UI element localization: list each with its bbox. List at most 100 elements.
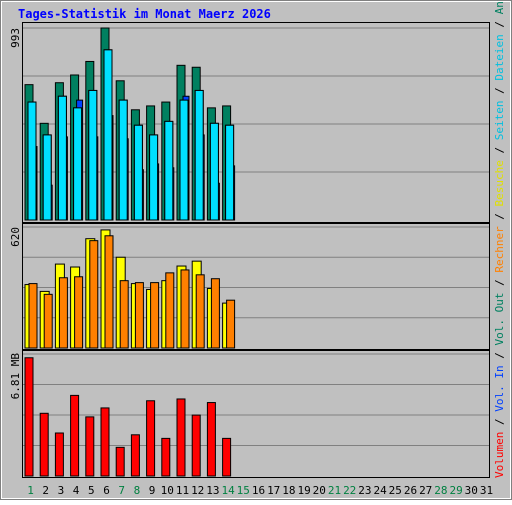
legend-text: Volumen / Vol. In / Vol. Out / Rechner /… [493,0,506,478]
x-tick-label: 4 [73,484,80,497]
x-tick-label: 7 [118,484,125,497]
x-tick-label: 24 [373,484,387,497]
panel-visits-frame [22,223,490,350]
bar-volumen [146,400,156,477]
bar-rechner [28,283,38,349]
bar-dateien-front [209,122,219,221]
bar-rechner [180,269,190,349]
x-tick-label: 8 [134,484,141,497]
legend-separator: / [493,206,506,226]
x-tick-label: 31 [480,484,493,497]
panel-hits-frame [22,22,490,223]
x-tick-label: 30 [465,484,478,497]
bar-rechner [134,282,144,349]
legend-item: Besuche [493,160,506,206]
bar-dateien-front [27,101,37,221]
bar-dateien-front [194,89,204,221]
bar-dateien-front [88,89,98,221]
x-tick-label: 17 [267,484,280,497]
bar-dateien-front [103,49,113,221]
legend-item: Volumen [493,432,506,478]
x-tick-label: 6 [103,484,110,497]
x-tick-label: 1 [27,484,34,497]
bar-rechner [210,278,220,349]
x-tick-label: 28 [434,484,447,497]
bar-rechner [89,240,99,349]
bar-volumen [206,402,216,477]
bar-volumen [24,357,34,477]
bar-volumen [130,434,140,477]
bar-dateien-front [57,95,67,221]
bar-dateien-front [164,120,174,221]
legend-item: Dateien [493,34,506,80]
bar-dateien-front [225,124,235,221]
x-axis-labels: 1 2 3 4 5 6 7 8 9 10 11 12 13 14 15 16 17 18 19 20 21 22 23 24 2… [27,484,493,497]
bars [24,27,236,477]
legend-item: Anfragen [493,0,506,14]
legend-separator: / [493,273,506,293]
bar-rechner [119,280,129,349]
bar-rechner [165,272,175,349]
x-tick-label: 21 [328,484,341,497]
bar-volumen [70,394,80,477]
x-tick-label: 19 [297,484,310,497]
legend-separator: / [493,346,506,366]
bar-dateien-front [149,134,159,221]
legend-separator: / [493,81,506,101]
bar-dateien-front [73,107,83,221]
x-tick-label: 10 [161,484,174,497]
x-tick-label: 27 [419,484,432,497]
x-tick-label: 18 [282,484,295,497]
bar-rechner [104,235,114,349]
x-tick-label: 9 [149,484,156,497]
x-tick-label: 26 [404,484,417,497]
bar-volumen [191,414,201,477]
bar-volumen [100,407,110,477]
bar-rechner [150,282,160,349]
x-tick-label: 22 [343,484,356,497]
bar-rechner [195,274,205,349]
volume-ymax-label: 6.81 MB [9,353,22,400]
legend-separator: / [493,412,506,432]
bar-rechner [74,276,84,349]
right-legend: Volumen / Vol. In / Vol. Out / Rechner /… [493,0,506,478]
x-tick-label: 23 [358,484,371,497]
x-tick-label: 3 [58,484,65,497]
x-tick-label: 20 [313,484,326,497]
bar-volumen [39,412,49,477]
legend-item: Vol. In [493,365,506,411]
visits-ymax-label: 620 [9,227,22,247]
bar-volumen [85,416,95,477]
bar-volumen [176,398,186,477]
bar-dateien-front [42,134,52,221]
chart-title: Tages-Statistik im Monat Maerz 2026 [18,7,271,21]
legend-item: Rechner [493,226,506,273]
x-tick-label: 13 [206,484,219,497]
x-tick-label: 15 [237,484,250,497]
x-tick-label: 29 [449,484,462,497]
legend-separator: / [493,140,506,160]
x-tick-label: 5 [88,484,95,497]
bar-dateien-front [118,99,128,221]
legend-item: Seiten [493,100,506,140]
x-tick-label: 12 [191,484,204,497]
bar-volumen [161,437,171,477]
legend-item: Vol. Out [493,293,506,346]
legend-separator: / [493,14,506,34]
bar-volumen [222,437,232,477]
hits-ymax-label: 993 [9,28,22,48]
bar-dateien-front [179,99,189,221]
bar-rechner [43,293,53,349]
x-tick-label: 25 [389,484,402,497]
x-tick-label: 14 [221,484,235,497]
bar-rechner [226,299,236,349]
panel-volume-frame [22,350,490,478]
x-tick-label: 16 [252,484,265,497]
bar-dateien-front [133,124,143,221]
x-tick-label: 11 [176,484,189,497]
bar-volumen [115,446,125,477]
bar-rechner [58,277,68,349]
